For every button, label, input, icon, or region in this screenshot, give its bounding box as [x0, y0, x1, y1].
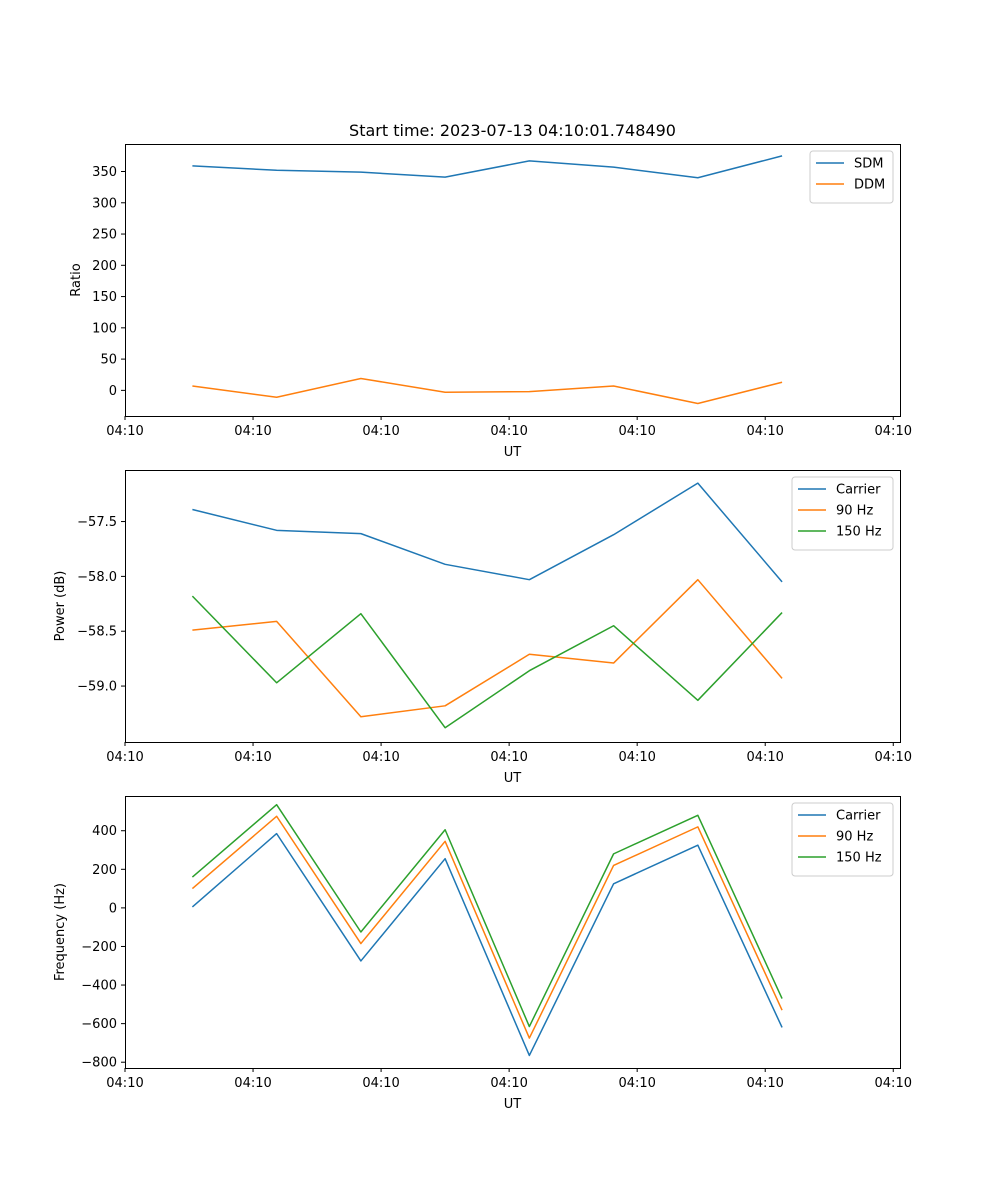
y-tick-label: −400	[81, 979, 117, 994]
x-axis-label: UT	[504, 1097, 522, 1112]
y-tick-label: 400	[92, 824, 117, 839]
x-tick-label: 04:10	[234, 424, 271, 439]
y-axis-label: Frequency (Hz)	[53, 883, 68, 981]
legend-label: Carrier	[836, 809, 881, 824]
y-tick-label: −58.0	[77, 570, 117, 585]
series-line-90-hz	[192, 578, 783, 718]
panel-power: 04:10 04:10 04:10 04:10 04:10 04:10 04:10 −57.5…	[53, 470, 912, 786]
y-tick-label: 350	[92, 165, 117, 180]
x-tick-label: 04:10	[875, 1076, 912, 1091]
x-tick-label: 04:10	[362, 1076, 399, 1091]
y-tick-label: −200	[81, 940, 117, 955]
x-tick-label: 04:10	[746, 1076, 783, 1091]
y-tick-label: 100	[92, 321, 117, 336]
axes-frame	[125, 470, 901, 743]
y-axis-label: Power (dB)	[53, 571, 68, 642]
x-tick-label: 04:10	[618, 750, 655, 765]
plots: 04:10 04:10 04:10 04:10 04:10 04:10 04:10 0 50 10…	[53, 144, 912, 1112]
x-tick-label: 04:10	[234, 750, 271, 765]
y-tick-label: −58.5	[77, 625, 117, 640]
legend-label: 150 Hz	[836, 525, 882, 540]
legend-label: Carrier	[836, 483, 881, 498]
panel-ratio: 04:10 04:10 04:10 04:10 04:10 04:10 04:10 0 50 10…	[69, 144, 912, 460]
legend: SDM DDM	[809, 150, 894, 204]
y-tick-label: −800	[81, 1056, 117, 1071]
x-tick-label: 04:10	[490, 424, 527, 439]
y-tick-label: 0	[109, 901, 117, 916]
axes-frame	[125, 796, 901, 1069]
legend-label: 150 Hz	[836, 851, 882, 866]
x-tick-label: 04:10	[875, 424, 912, 439]
series-line-ddm	[192, 377, 783, 405]
series-line-150-hz	[191, 803, 783, 1028]
x-tick-label: 04:10	[875, 750, 912, 765]
x-tick-label: 04:10	[106, 424, 143, 439]
chart-title: Start time: 2023-07-13 04:10:01.748490	[349, 121, 676, 140]
legend-label: DDM	[854, 178, 885, 193]
y-axis-label: Ratio	[69, 263, 84, 296]
x-tick-label: 04:10	[106, 750, 143, 765]
series-line-sdm	[192, 155, 783, 179]
y-tick-label: 0	[109, 384, 117, 399]
series-line-carrier	[191, 832, 783, 1057]
series-line-carrier	[192, 482, 783, 583]
axes-frame	[125, 144, 901, 417]
legend-box	[809, 150, 894, 204]
y-tick-label: 250	[92, 228, 117, 243]
y-tick-label: 150	[92, 290, 117, 305]
legend-label: SDM	[854, 157, 883, 172]
panel-frequency: 04:10 04:10 04:10 04:10 04:10 04:10 04:10 400 20…	[53, 796, 912, 1112]
x-tick-label: 04:10	[618, 424, 655, 439]
x-tick-label: 04:10	[234, 1076, 271, 1091]
y-tick-label: 200	[92, 863, 117, 878]
legend: Carrier 90 Hz 150 Hz	[791, 476, 894, 551]
y-tick-label: 300	[92, 196, 117, 211]
x-axis-label: UT	[504, 771, 522, 786]
x-axis-label: UT	[504, 445, 522, 460]
x-tick-label: 04:10	[362, 424, 399, 439]
y-tick-label: −600	[81, 1017, 117, 1032]
x-tick-label: 04:10	[490, 1076, 527, 1091]
x-tick-label: 04:10	[618, 1076, 655, 1091]
x-tick-label: 04:10	[106, 1076, 143, 1091]
legend-label: 90 Hz	[836, 504, 873, 519]
series-line-90-hz	[191, 815, 783, 1039]
y-tick-label: 200	[92, 259, 117, 274]
x-tick-label: 04:10	[746, 750, 783, 765]
y-tick-label: −59.0	[77, 680, 117, 695]
x-tick-label: 04:10	[362, 750, 399, 765]
legend-label: 90 Hz	[836, 830, 873, 845]
x-tick-label: 04:10	[746, 424, 783, 439]
y-tick-label: 50	[100, 353, 117, 368]
x-tick-label: 04:10	[490, 750, 527, 765]
legend: Carrier 90 Hz 150 Hz	[791, 802, 894, 877]
y-tick-label: −57.5	[77, 515, 117, 530]
series-line-150-hz	[191, 595, 783, 729]
